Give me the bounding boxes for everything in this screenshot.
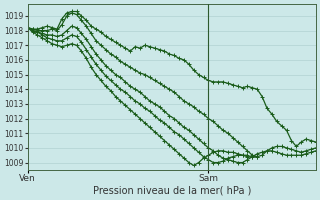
X-axis label: Pression niveau de la mer( hPa ): Pression niveau de la mer( hPa ) [92,186,251,196]
